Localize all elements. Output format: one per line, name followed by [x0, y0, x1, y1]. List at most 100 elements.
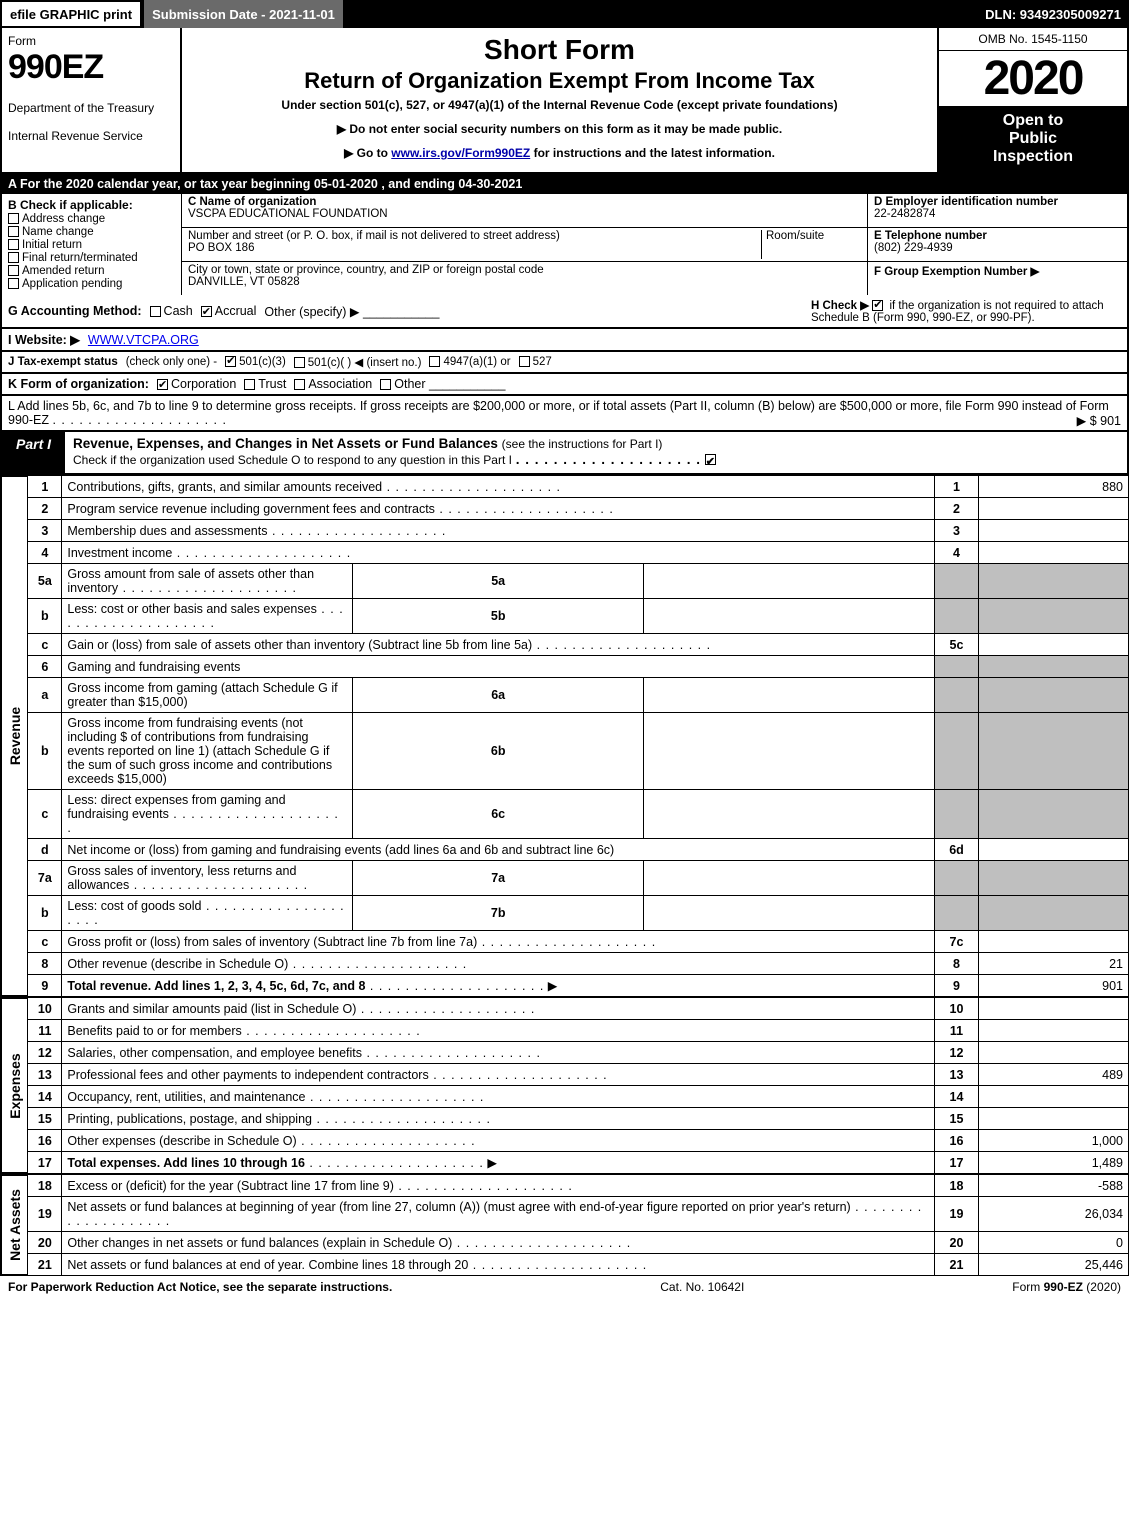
- val-11: [979, 1020, 1129, 1042]
- row-6b: bGross income from fundraising events (n…: [28, 713, 1129, 790]
- form-number: 990EZ: [8, 48, 174, 87]
- val-7c: [979, 931, 1129, 953]
- row-5a: 5aGross amount from sale of assets other…: [28, 564, 1129, 599]
- ck-4947[interactable]: 4947(a)(1) or: [429, 356, 510, 368]
- note-goto-post: for instructions and the latest informat…: [534, 146, 775, 160]
- irs-label: Internal Revenue Service: [8, 129, 174, 143]
- row-14: 14Occupancy, rent, utilities, and mainte…: [28, 1086, 1129, 1108]
- row-8: 8Other revenue (describe in Schedule O)8…: [28, 953, 1129, 975]
- addr-label: Number and street (or P. O. box, if mail…: [188, 230, 761, 242]
- row-3: 3Membership dues and assessments3: [28, 520, 1129, 542]
- val-16: 1,000: [979, 1130, 1129, 1152]
- part-i-header: Part I Revenue, Expenses, and Changes in…: [0, 432, 1129, 475]
- top-bar: efile GRAPHIC print Submission Date - 20…: [0, 0, 1129, 28]
- form-header: Form 990EZ Department of the Treasury In…: [0, 28, 1129, 174]
- val-14: [979, 1086, 1129, 1108]
- line-g-label: G Accounting Method:: [8, 304, 142, 318]
- line-i-label: I Website: ▶: [8, 332, 80, 347]
- ck-address-change[interactable]: Address change: [8, 213, 175, 225]
- row-10: 10Grants and similar amounts paid (list …: [28, 998, 1129, 1020]
- val-4: [979, 542, 1129, 564]
- group-exemption-block: F Group Exemption Number ▶: [868, 262, 1127, 295]
- org-name: VSCPA EDUCATIONAL FOUNDATION: [188, 208, 861, 220]
- part-i-checkmark[interactable]: [705, 451, 719, 468]
- ck-accrual[interactable]: Accrual: [201, 304, 257, 318]
- expenses-table: 10Grants and similar amounts paid (list …: [27, 997, 1129, 1174]
- val-21: 25,446: [979, 1254, 1129, 1276]
- line-a-tax-year: A For the 2020 calendar year, or tax yea…: [0, 174, 1129, 194]
- row-5b: bLess: cost or other basis and sales exp…: [28, 599, 1129, 634]
- row-4: 4Investment income4: [28, 542, 1129, 564]
- room-suite-label: Room/suite: [761, 230, 861, 259]
- ck-other-org[interactable]: Other ___________: [380, 377, 505, 391]
- net-assets-table: 18Excess or (deficit) for the year (Subt…: [27, 1174, 1129, 1276]
- box-b: B Check if applicable: Address change Na…: [2, 194, 182, 295]
- val-18: -588: [979, 1175, 1129, 1197]
- line-g-h-row: G Accounting Method: Cash Accrual Other …: [0, 295, 1129, 329]
- ck-schedule-b[interactable]: [872, 300, 883, 311]
- row-17: 17Total expenses. Add lines 10 through 1…: [28, 1152, 1129, 1174]
- ein-block: D Employer identification number 22-2482…: [868, 194, 1127, 228]
- efile-print-label[interactable]: efile GRAPHIC print: [0, 0, 142, 28]
- ck-corporation[interactable]: Corporation: [157, 377, 236, 391]
- org-city-row: City or town, state or province, country…: [182, 262, 867, 295]
- title-return-exempt: Return of Organization Exempt From Incom…: [192, 68, 927, 94]
- note-goto: ▶ Go to www.irs.gov/Form990EZ for instru…: [192, 146, 927, 160]
- row-2: 2Program service revenue including gover…: [28, 498, 1129, 520]
- line-l-value: ▶ $ 901: [1077, 413, 1121, 428]
- box-b-title: B Check if applicable:: [8, 198, 175, 212]
- header-left: Form 990EZ Department of the Treasury In…: [2, 28, 182, 172]
- header-middle: Short Form Return of Organization Exempt…: [182, 28, 937, 172]
- ck-other-method[interactable]: Other (specify) ▶ ___________: [264, 304, 439, 319]
- row-9: 9Total revenue. Add lines 1, 2, 3, 4, 5c…: [28, 975, 1129, 997]
- ck-application-pending[interactable]: Application pending: [8, 278, 175, 290]
- val-17: 1,489: [979, 1152, 1129, 1174]
- footer-form-ref: Form 990-EZ (2020): [1012, 1280, 1121, 1294]
- dept-treasury: Department of the Treasury: [8, 101, 174, 115]
- ein-label: D Employer identification number: [874, 196, 1058, 208]
- net-assets-block: Net Assets 18Excess or (deficit) for the…: [0, 1174, 1129, 1276]
- ck-501c3[interactable]: 501(c)(3): [225, 356, 286, 368]
- ck-501c[interactable]: 501(c)( ) ◀ (insert no.): [294, 355, 422, 369]
- val-5c: [979, 634, 1129, 656]
- line-i-row: I Website: ▶ WWW.VTCPA.ORG: [0, 329, 1129, 352]
- row-7a: 7aGross sales of inventory, less returns…: [28, 861, 1129, 896]
- ck-final-return[interactable]: Final return/terminated: [8, 252, 175, 264]
- ck-amended-return[interactable]: Amended return: [8, 265, 175, 277]
- row-16: 16Other expenses (describe in Schedule O…: [28, 1130, 1129, 1152]
- row-6: 6Gaming and fundraising events: [28, 656, 1129, 678]
- open-line1: Open to: [945, 112, 1121, 130]
- ein-value: 22-2482874: [874, 208, 935, 220]
- val-2: [979, 498, 1129, 520]
- row-13: 13Professional fees and other payments t…: [28, 1064, 1129, 1086]
- ck-association[interactable]: Association: [294, 377, 372, 391]
- ck-cash[interactable]: Cash: [150, 304, 193, 318]
- expenses-caption: Expenses: [0, 997, 27, 1174]
- tax-year: 2020: [939, 51, 1127, 106]
- ck-527[interactable]: 527: [519, 356, 552, 368]
- page-footer: For Paperwork Reduction Act Notice, see …: [0, 1276, 1129, 1298]
- line-h-label: H Check ▶: [811, 300, 869, 312]
- val-9: 901: [979, 975, 1129, 997]
- ck-trust[interactable]: Trust: [244, 377, 286, 391]
- title-short-form: Short Form: [192, 34, 927, 66]
- note-no-ssn: ▶ Do not enter social security numbers o…: [192, 122, 927, 136]
- website-link[interactable]: WWW.VTCPA.ORG: [88, 333, 199, 347]
- submission-date-label: Submission Date - 2021-11-01: [142, 0, 345, 28]
- row-6c: cLess: direct expenses from gaming and f…: [28, 790, 1129, 839]
- row-21: 21Net assets or fund balances at end of …: [28, 1254, 1129, 1276]
- irs-link[interactable]: www.irs.gov/Form990EZ: [391, 146, 530, 160]
- val-19: 26,034: [979, 1197, 1129, 1232]
- expenses-block: Expenses 10Grants and similar amounts pa…: [0, 997, 1129, 1174]
- part-i-title: Revenue, Expenses, and Changes in Net As…: [65, 432, 1127, 473]
- box-c: C Name of organization VSCPA EDUCATIONAL…: [182, 194, 867, 295]
- val-10: [979, 998, 1129, 1020]
- line-j-note: (check only one) -: [126, 356, 217, 368]
- org-city: DANVILLE, VT 05828: [188, 276, 861, 288]
- ck-initial-return[interactable]: Initial return: [8, 239, 175, 251]
- ck-name-change[interactable]: Name change: [8, 226, 175, 238]
- row-11: 11Benefits paid to or for members11: [28, 1020, 1129, 1042]
- row-20: 20Other changes in net assets or fund ba…: [28, 1232, 1129, 1254]
- org-name-row: C Name of organization VSCPA EDUCATIONAL…: [182, 194, 867, 228]
- note-goto-pre: ▶ Go to: [344, 146, 391, 160]
